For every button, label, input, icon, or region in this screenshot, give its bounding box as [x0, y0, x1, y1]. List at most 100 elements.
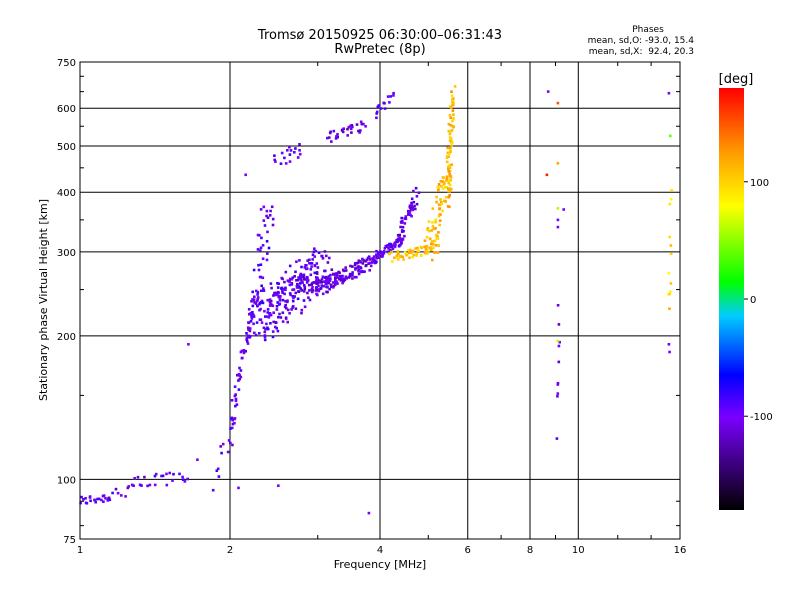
- data-point: [266, 327, 270, 331]
- data-point: [414, 247, 417, 250]
- y-tick-label: 750: [57, 58, 76, 69]
- data-point: [268, 312, 272, 315]
- data-point: [84, 497, 87, 500]
- data-point: [364, 125, 367, 128]
- data-point: [411, 206, 415, 209]
- data-point: [447, 122, 451, 126]
- data-point: [221, 442, 225, 446]
- data-point: [303, 285, 307, 289]
- data-point: [400, 216, 403, 220]
- data-point: [354, 268, 357, 271]
- chart-subtitle: RwPretec (8p): [334, 42, 425, 57]
- y-tick-label: 200: [57, 332, 76, 343]
- data-point: [556, 218, 560, 222]
- data-point: [392, 94, 395, 97]
- data-point: [229, 427, 232, 430]
- data-point: [433, 239, 437, 243]
- data-point: [669, 244, 673, 247]
- data-point: [302, 278, 306, 281]
- data-point: [252, 315, 256, 318]
- data-point: [237, 373, 241, 376]
- data-point: [300, 279, 303, 282]
- x-tick-label: 1: [77, 545, 83, 556]
- data-point: [248, 327, 252, 330]
- data-point: [348, 274, 352, 278]
- data-point: [302, 290, 306, 293]
- data-point: [305, 281, 309, 284]
- data-point: [252, 299, 256, 302]
- y-tick-label: 75: [63, 535, 76, 546]
- x-tick-label: 6: [465, 545, 471, 556]
- data-point: [297, 276, 300, 279]
- data-point: [278, 297, 282, 301]
- x-tick-label: 2: [227, 545, 233, 556]
- data-point: [286, 300, 289, 304]
- data-point: [291, 299, 295, 303]
- data-point: [315, 262, 319, 265]
- data-point: [321, 275, 325, 279]
- data-point: [278, 295, 282, 298]
- data-point: [399, 243, 402, 247]
- data-point: [427, 250, 430, 254]
- colorbar-tick-label: -100: [750, 412, 773, 423]
- data-point: [321, 292, 325, 296]
- data-point: [447, 179, 451, 183]
- x-tick-label: 16: [674, 545, 687, 556]
- data-point: [328, 136, 331, 139]
- data-point: [449, 148, 452, 152]
- data-point: [344, 275, 348, 278]
- data-point: [383, 102, 386, 105]
- data-point: [269, 322, 272, 325]
- data-point: [430, 248, 433, 252]
- data-point: [323, 269, 326, 273]
- x-tick-label: 10: [572, 545, 585, 556]
- data-point: [263, 330, 267, 334]
- data-point: [329, 273, 332, 277]
- data-point: [296, 156, 300, 159]
- data-point: [262, 289, 266, 292]
- data-point: [381, 254, 385, 257]
- data-point: [452, 113, 455, 116]
- data-point: [302, 284, 306, 287]
- data-point: [446, 154, 449, 158]
- stats-line-o: mean, sd,O: -93.0, 15.4: [588, 36, 695, 46]
- data-point: [442, 181, 446, 185]
- data-point: [362, 122, 365, 126]
- data-point: [138, 483, 142, 487]
- data-point: [261, 257, 265, 260]
- data-point: [341, 274, 344, 278]
- y-tick-label: 600: [57, 104, 76, 115]
- data-point: [416, 250, 419, 254]
- data-point: [446, 151, 450, 155]
- data-point: [669, 198, 673, 201]
- data-point: [108, 498, 112, 502]
- data-point: [384, 244, 388, 248]
- data-point: [275, 327, 278, 330]
- data-point: [415, 202, 419, 206]
- data-point: [431, 207, 435, 210]
- data-point: [274, 293, 277, 297]
- data-point: [269, 313, 273, 317]
- data-point: [376, 105, 380, 109]
- data-point: [419, 245, 423, 249]
- data-point: [375, 116, 378, 120]
- data-point: [437, 231, 440, 234]
- data-point: [318, 281, 322, 284]
- data-point: [273, 158, 276, 162]
- data-point: [242, 351, 246, 355]
- data-point: [265, 214, 268, 218]
- data-point: [308, 258, 311, 262]
- data-point: [272, 320, 275, 324]
- data-point: [283, 156, 286, 160]
- data-point: [452, 125, 455, 128]
- data-point: [442, 176, 445, 179]
- data-point: [441, 187, 445, 190]
- data-point: [220, 451, 223, 455]
- data-point: [247, 328, 250, 331]
- data-point: [435, 237, 438, 241]
- data-point: [410, 204, 414, 207]
- data-point: [351, 265, 354, 268]
- data-point: [441, 209, 444, 213]
- data-point: [562, 208, 565, 211]
- data-point: [233, 394, 237, 398]
